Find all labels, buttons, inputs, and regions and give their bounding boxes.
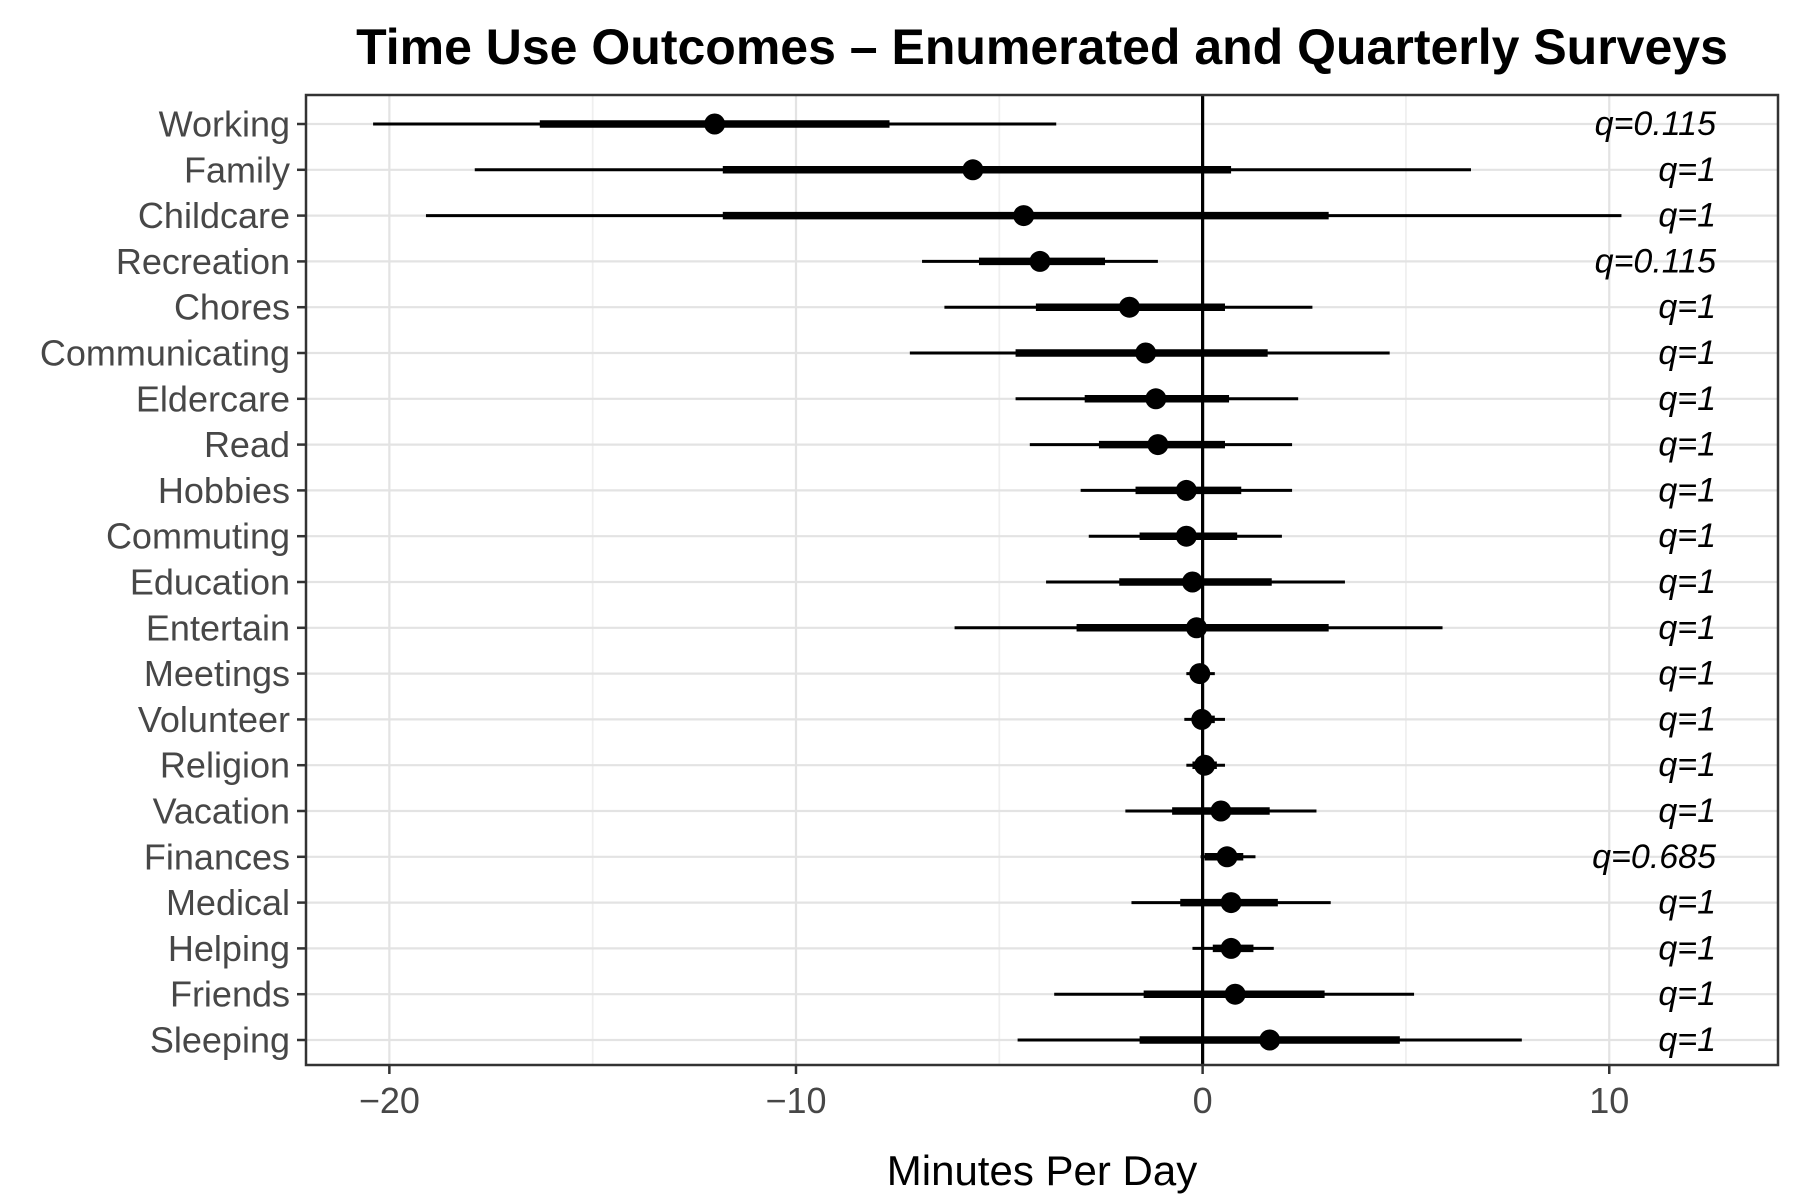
q-value-label: q=1 bbox=[1658, 426, 1716, 464]
q-value-label: q=1 bbox=[1658, 471, 1716, 509]
q-value-label: q=1 bbox=[1658, 700, 1716, 738]
q-value-label: q=1 bbox=[1658, 151, 1716, 189]
estimate-point bbox=[1216, 846, 1238, 868]
category-label: Chores bbox=[174, 287, 290, 328]
category-label: Friends bbox=[170, 974, 290, 1015]
category-label: Communicating bbox=[40, 333, 290, 374]
estimate-point bbox=[1175, 525, 1197, 547]
category-label: Medical bbox=[166, 882, 290, 923]
category-label: Recreation bbox=[116, 241, 290, 282]
category-label: Vacation bbox=[153, 791, 290, 832]
estimate-point bbox=[962, 159, 984, 181]
q-value-label: q=1 bbox=[1658, 1021, 1716, 1059]
q-value-label: q=0.115 bbox=[1595, 105, 1716, 143]
category-label: Eldercare bbox=[136, 378, 290, 419]
q-value-label: q=1 bbox=[1658, 746, 1716, 784]
category-label: Working bbox=[159, 104, 290, 145]
category-label: Commuting bbox=[106, 516, 290, 557]
estimate-point bbox=[1191, 708, 1213, 730]
category-label: Family bbox=[184, 149, 290, 190]
category-label: Religion bbox=[160, 745, 290, 786]
estimate-point bbox=[1145, 388, 1167, 410]
estimate-point bbox=[1029, 250, 1051, 272]
q-value-label: q=1 bbox=[1658, 975, 1716, 1013]
x-tick-label: −10 bbox=[765, 1080, 826, 1121]
estimate-point bbox=[1186, 617, 1208, 639]
q-value-label: q=1 bbox=[1658, 563, 1716, 601]
category-label: Hobbies bbox=[158, 470, 290, 511]
estimate-point bbox=[1224, 983, 1246, 1005]
q-value-label: q=1 bbox=[1658, 884, 1716, 922]
category-label: Finances bbox=[144, 836, 290, 877]
q-value-label: q=0.115 bbox=[1595, 242, 1716, 280]
estimate-point bbox=[1210, 800, 1232, 822]
estimate-point bbox=[1175, 479, 1197, 501]
estimate-point bbox=[1259, 1029, 1281, 1051]
estimate-point bbox=[1013, 205, 1035, 227]
chart-title: Time Use Outcomes – Enumerated and Quart… bbox=[356, 19, 1728, 75]
category-label: Childcare bbox=[138, 195, 290, 236]
x-tick-label: −20 bbox=[359, 1080, 420, 1121]
estimate-point bbox=[1220, 892, 1242, 914]
estimate-point bbox=[1181, 571, 1203, 593]
category-label: Sleeping bbox=[150, 1020, 290, 1061]
q-value-label: q=0.685 bbox=[1592, 838, 1716, 876]
q-value-label: q=1 bbox=[1658, 334, 1716, 372]
q-value-label: q=1 bbox=[1658, 380, 1716, 418]
category-label: Volunteer bbox=[138, 699, 290, 740]
estimate-point bbox=[1189, 663, 1211, 685]
q-value-label: q=1 bbox=[1658, 929, 1716, 967]
q-value-label: q=1 bbox=[1658, 609, 1716, 647]
estimate-point bbox=[1194, 754, 1216, 776]
panel-border bbox=[304, 93, 1780, 1067]
q-value-label: q=1 bbox=[1658, 792, 1716, 830]
estimate-point bbox=[704, 113, 726, 135]
estimate-point bbox=[1135, 342, 1157, 364]
estimate-point bbox=[1147, 434, 1169, 456]
category-label: Meetings bbox=[144, 653, 290, 694]
x-tick-label: 10 bbox=[1589, 1080, 1629, 1121]
q-value-label: q=1 bbox=[1658, 655, 1716, 693]
q-value-label: q=1 bbox=[1658, 517, 1716, 555]
x-axis-title: Minutes Per Day bbox=[886, 1147, 1198, 1194]
estimate-point bbox=[1220, 937, 1242, 959]
category-label: Helping bbox=[168, 928, 290, 969]
category-label: Read bbox=[204, 424, 290, 465]
category-label: Entertain bbox=[146, 607, 290, 648]
estimate-point bbox=[1118, 296, 1140, 318]
x-tick-label: 0 bbox=[1193, 1080, 1213, 1121]
category-label: Education bbox=[130, 562, 290, 603]
q-value-label: q=1 bbox=[1658, 288, 1716, 326]
q-value-label: q=1 bbox=[1658, 197, 1716, 235]
